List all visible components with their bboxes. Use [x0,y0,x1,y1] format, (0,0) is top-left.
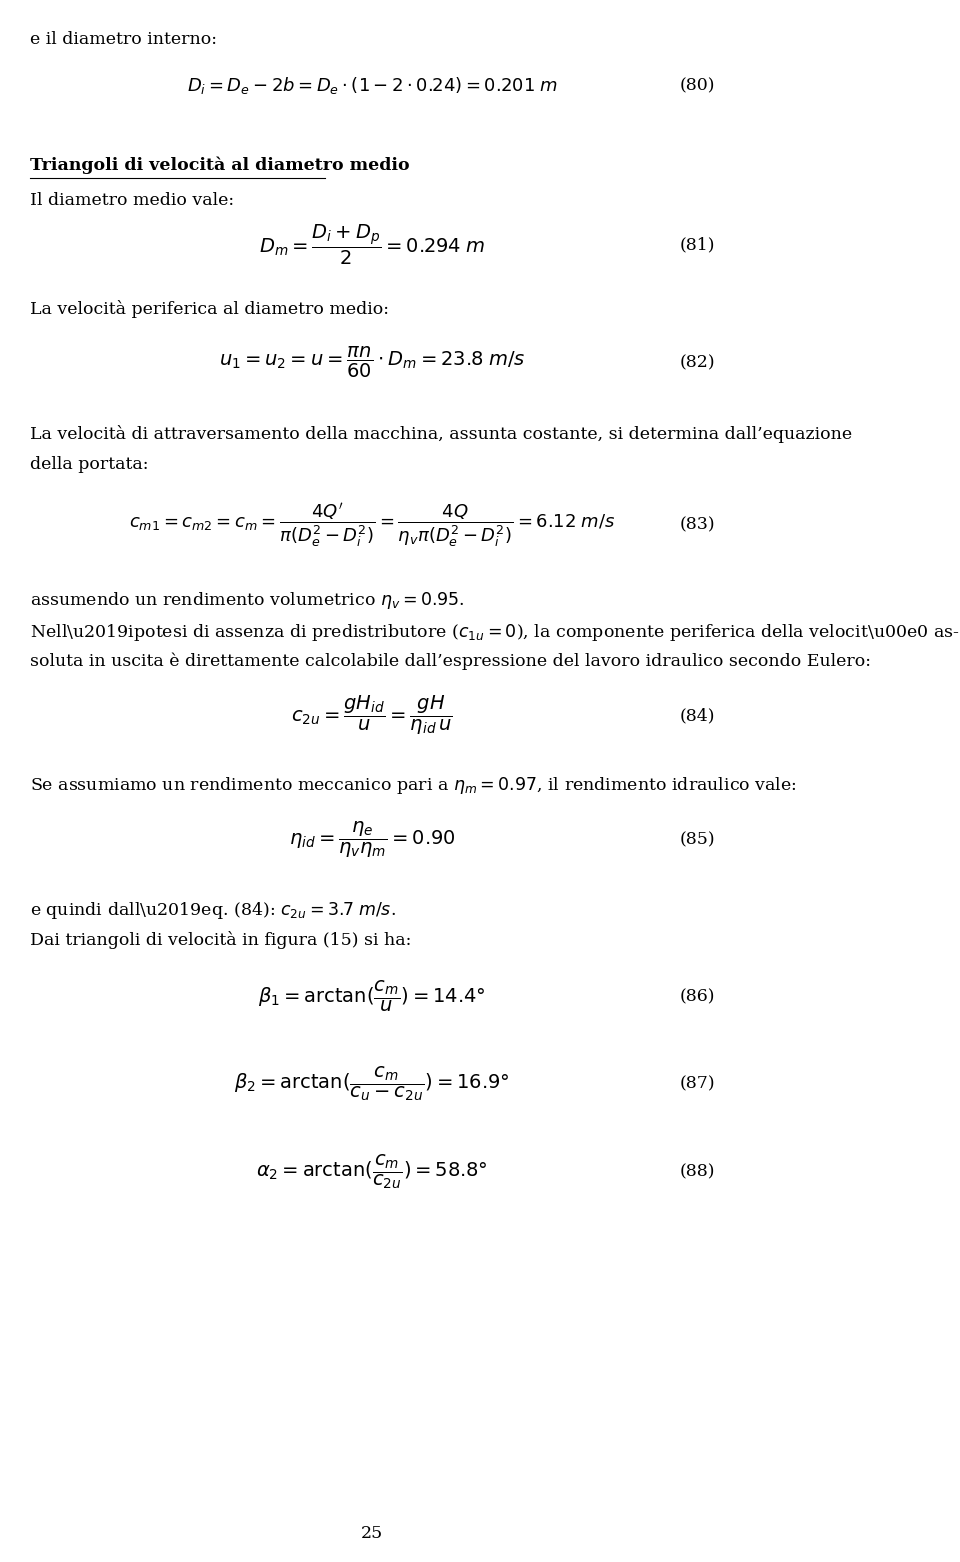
Text: $c_{2u} = \dfrac{gH_{id}}{u} = \dfrac{gH}{\eta_{id}\, u}$: $c_{2u} = \dfrac{gH_{id}}{u} = \dfrac{gH… [292,694,453,737]
Text: $D_m = \dfrac{D_i + D_p}{2} = 0.294 \; m$: $D_m = \dfrac{D_i + D_p}{2} = 0.294 \; m… [259,223,485,267]
Text: $\beta_2 = \arctan(\dfrac{c_m}{c_u - c_{2u}}) = 16.9°$: $\beta_2 = \arctan(\dfrac{c_m}{c_u - c_{… [234,1065,510,1103]
Text: soluta in uscita è direttamente calcolabile dall’espressione del lavoro idraulic: soluta in uscita è direttamente calcolab… [30,653,871,670]
Text: Nell\u2019ipotesi di assenza di predistributore ($c_{1u} = 0$), la componente pe: Nell\u2019ipotesi di assenza di predistr… [30,622,959,642]
Text: $\alpha_2 = \arctan(\dfrac{c_m}{c_{2u}}) = 58.8°$: $\alpha_2 = \arctan(\dfrac{c_m}{c_{2u}})… [256,1153,488,1190]
Text: e il diametro interno:: e il diametro interno: [30,31,217,48]
Text: $c_{m1} = c_{m2} = c_m = \dfrac{4Q^{\prime}}{\pi(D_e^2 - D_i^2)} = \dfrac{4Q}{\e: $c_{m1} = c_{m2} = c_m = \dfrac{4Q^{\pri… [129,501,615,548]
Text: (81): (81) [680,237,715,253]
Text: (85): (85) [679,833,715,848]
Text: (87): (87) [679,1076,715,1092]
Text: (82): (82) [679,355,715,370]
Text: (80): (80) [680,78,715,94]
Text: Se assumiamo un rendimento meccanico pari a $\eta_m = 0.97$, il rendimento idrau: Se assumiamo un rendimento meccanico par… [30,775,797,795]
Text: La velocità periferica al diametro medio:: La velocità periferica al diametro medio… [30,300,389,319]
Text: 25: 25 [361,1526,383,1542]
Text: Il diametro medio vale:: Il diametro medio vale: [30,192,234,209]
Text: (83): (83) [679,517,715,533]
Text: La velocità di attraversamento della macchina, assunta costante, si determina da: La velocità di attraversamento della mac… [30,425,852,444]
Text: assumendo un rendimento volumetrico $\eta_v = 0.95$.: assumendo un rendimento volumetrico $\et… [30,590,465,611]
Text: (88): (88) [680,1164,715,1179]
Text: $\eta_{id} = \dfrac{\eta_e}{\eta_v \eta_m} = 0.90$: $\eta_{id} = \dfrac{\eta_e}{\eta_v \eta_… [289,820,456,861]
Text: e quindi dall\u2019eq. (84): $c_{2u} = 3.7 \; m/s$.: e quindi dall\u2019eq. (84): $c_{2u} = 3… [30,900,396,920]
Text: Triangoli di velocità al diametro medio: Triangoli di velocità al diametro medio [30,156,409,173]
Text: $\beta_1 = \arctan(\dfrac{c_m}{u}) = 14.4°$: $\beta_1 = \arctan(\dfrac{c_m}{u}) = 14.… [258,979,486,1014]
Text: (86): (86) [680,989,715,1004]
Text: (84): (84) [680,708,715,723]
Text: Dai triangoli di velocità in figura (15) si ha:: Dai triangoli di velocità in figura (15)… [30,931,411,950]
Text: $D_i = D_e - 2b = D_e \cdot (1 - 2 \cdot 0.24) = 0.201 \; m$: $D_i = D_e - 2b = D_e \cdot (1 - 2 \cdot… [187,75,558,97]
Text: $u_1 = u_2 = u = \dfrac{\pi n}{60} \cdot D_m = 23.8 \; m/s$: $u_1 = u_2 = u = \dfrac{\pi n}{60} \cdot… [219,345,526,380]
Text: della portata:: della portata: [30,456,148,473]
